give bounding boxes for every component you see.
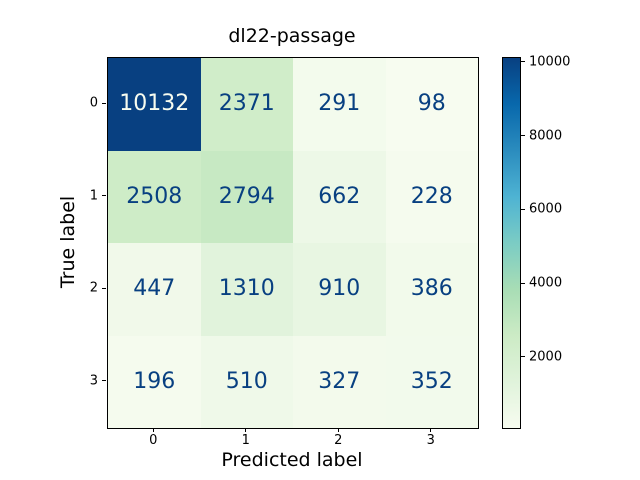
colorbar-tick-label-4000: 4000 bbox=[529, 275, 563, 291]
heatmap-cell-1-0: 2508 bbox=[108, 150, 201, 243]
y-tick-label-0: 0 bbox=[89, 95, 98, 111]
colorbar-tick-label-2000: 2000 bbox=[529, 349, 563, 365]
y-tick-mark bbox=[102, 195, 106, 197]
heatmap-cell-1-3: 228 bbox=[385, 150, 478, 243]
y-tick-label-2: 2 bbox=[89, 280, 98, 296]
x-tick-mark bbox=[245, 428, 247, 432]
cell-value: 98 bbox=[417, 91, 446, 117]
heatmap-cell-3-0: 196 bbox=[108, 335, 201, 428]
heatmap-cell-0-2: 291 bbox=[293, 58, 386, 151]
heatmap-cell-1-2: 662 bbox=[293, 150, 386, 243]
cell-value: 910 bbox=[318, 276, 361, 302]
heatmap-cell-1-1: 2794 bbox=[200, 150, 293, 243]
y-tick-label-1: 1 bbox=[89, 188, 98, 204]
heatmap-cell-2-2: 910 bbox=[293, 243, 386, 336]
cell-value: 291 bbox=[318, 91, 361, 117]
cell-value: 196 bbox=[133, 368, 176, 394]
cell-value: 2508 bbox=[126, 183, 183, 209]
cell-value: 228 bbox=[410, 183, 453, 209]
colorbar-tick-label-10000: 10000 bbox=[529, 54, 571, 70]
heatmap-cell-3-3: 352 bbox=[385, 335, 478, 428]
y-axis-label: True label bbox=[57, 195, 79, 289]
heatmap-cell-0-3: 98 bbox=[385, 58, 478, 151]
chart-title: dl22-passage bbox=[228, 25, 356, 47]
cell-value: 327 bbox=[318, 368, 361, 394]
heatmap-cell-0-0: 10132 bbox=[108, 58, 201, 151]
colorbar-tick-mark bbox=[521, 208, 525, 210]
colorbar-tick-mark bbox=[521, 356, 525, 358]
cell-value: 1310 bbox=[218, 276, 275, 302]
heatmap-cell-0-1: 2371 bbox=[200, 58, 293, 151]
x-tick-label-0: 0 bbox=[149, 433, 158, 448]
cell-value: 2794 bbox=[218, 183, 275, 209]
colorbar bbox=[502, 57, 521, 429]
colorbar-tick-mark bbox=[521, 61, 525, 63]
cell-value: 2371 bbox=[218, 91, 275, 117]
cell-value: 352 bbox=[410, 368, 453, 394]
heatmap-cell-2-1: 1310 bbox=[200, 243, 293, 336]
heatmap-cell-3-1: 510 bbox=[200, 335, 293, 428]
x-tick-label-3: 3 bbox=[426, 433, 435, 448]
colorbar-tick-mark bbox=[521, 282, 525, 284]
x-tick-mark bbox=[337, 428, 339, 432]
x-tick-mark bbox=[430, 428, 432, 432]
y-tick-label-3: 3 bbox=[89, 373, 98, 389]
x-tick-mark bbox=[152, 428, 154, 432]
cell-value: 447 bbox=[133, 276, 176, 302]
colorbar-tick-mark bbox=[521, 135, 525, 137]
colorbar-tick-label-6000: 6000 bbox=[529, 201, 563, 217]
cell-value: 386 bbox=[410, 276, 453, 302]
x-tick-label-2: 2 bbox=[334, 433, 343, 448]
y-tick-mark bbox=[102, 102, 106, 104]
x-tick-label-1: 1 bbox=[241, 433, 250, 448]
x-axis-label: Predicted label bbox=[221, 449, 363, 471]
y-tick-mark bbox=[102, 380, 106, 382]
heatmap: 10132 2371 291 98 2508 2794 662 228 447 1310 910 38… bbox=[107, 57, 479, 429]
cell-value: 510 bbox=[225, 368, 268, 394]
cell-value: 662 bbox=[318, 183, 361, 209]
y-tick-mark bbox=[102, 287, 106, 289]
colorbar-tick-label-8000: 8000 bbox=[529, 128, 563, 144]
heatmap-cell-2-0: 447 bbox=[108, 243, 201, 336]
cell-value: 10132 bbox=[119, 91, 190, 117]
heatmap-cell-3-2: 327 bbox=[293, 335, 386, 428]
heatmap-cell-2-3: 386 bbox=[385, 243, 478, 336]
